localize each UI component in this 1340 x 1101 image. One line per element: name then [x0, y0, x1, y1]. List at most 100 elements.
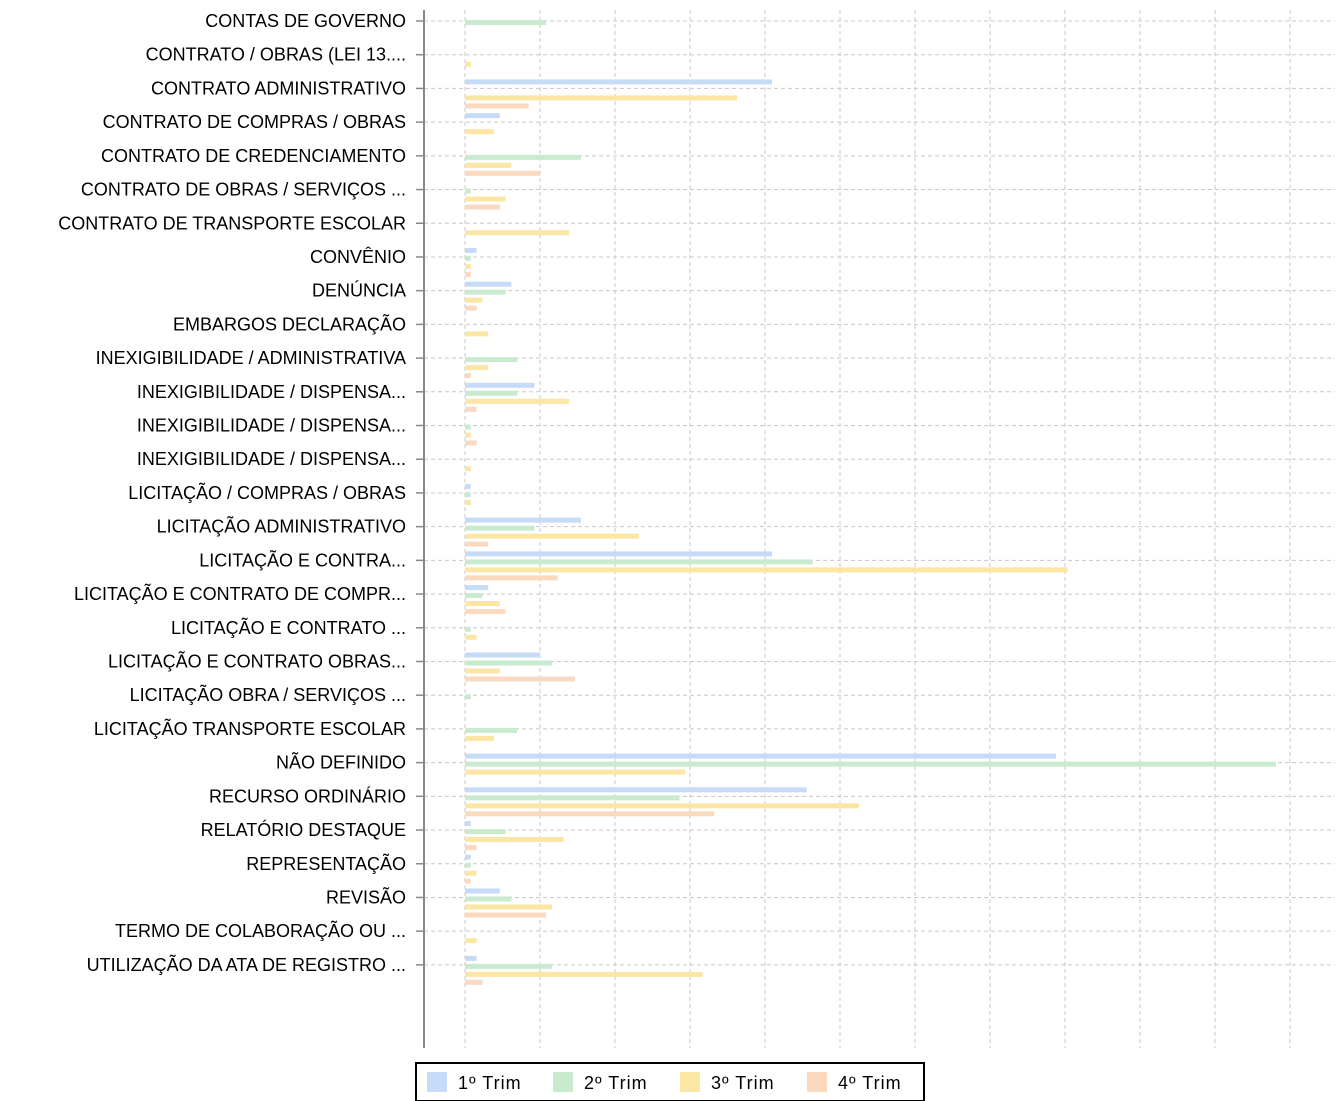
- bar: [465, 829, 506, 835]
- bar: [465, 483, 471, 489]
- bar: [465, 761, 1277, 767]
- bar: [465, 491, 471, 497]
- bar: [465, 541, 489, 547]
- category-label: LICITAÇÃO E CONTRATO OBRAS...: [108, 650, 406, 671]
- category-label: CONVÊNIO: [310, 247, 406, 267]
- category-label: RECURSO ORDINÁRIO: [209, 786, 406, 806]
- bar: [465, 331, 489, 337]
- category-label: INEXIGIBILIDADE / DISPENSA...: [137, 382, 406, 402]
- legend: 1º Trim 2º Trim 3º Trim 4º Trim: [415, 1062, 925, 1101]
- bar: [465, 432, 471, 438]
- category-label: CONTAS DE GOVERNO: [205, 11, 406, 31]
- category-label: REPRESENTAÇÃO: [246, 853, 406, 874]
- grid-lines: [424, 10, 1335, 1048]
- bar: [465, 888, 500, 894]
- category-label: LICITAÇÃO E CONTRA...: [199, 549, 406, 570]
- bar: [465, 255, 471, 261]
- bar: [465, 593, 483, 599]
- bar: [465, 668, 500, 674]
- bar: [465, 862, 471, 868]
- bar: [465, 365, 489, 371]
- bar: [465, 533, 639, 539]
- bar: [465, 424, 471, 430]
- bar: [465, 95, 738, 101]
- bar: [465, 979, 483, 985]
- category-label: EMBARGOS DECLARAÇÃO: [173, 313, 406, 334]
- bar: [465, 551, 773, 557]
- category-label: CONTRATO DE TRANSPORTE ESCOLAR: [58, 213, 406, 233]
- legend-swatch: [680, 1072, 700, 1092]
- bar: [465, 803, 859, 809]
- bar: [465, 559, 813, 565]
- category-label: LICITAÇÃO / COMPRAS / OBRAS: [128, 482, 406, 503]
- bar: [465, 297, 483, 303]
- category-label: CONTRATO ADMINISTRATIVO: [151, 78, 406, 98]
- bar: [465, 811, 715, 817]
- bar: [465, 382, 535, 388]
- bar: [465, 727, 518, 733]
- bar: [465, 289, 506, 295]
- bar: [465, 281, 512, 287]
- category-label: CONTRATO DE OBRAS / SERVIÇOS ...: [81, 180, 406, 200]
- bar: [465, 870, 477, 876]
- bar: [465, 129, 494, 135]
- bar: [465, 626, 471, 632]
- bar: [465, 390, 518, 396]
- bar: [465, 787, 807, 793]
- bar: [465, 154, 581, 160]
- category-label: UTILIZAÇÃO DA ATA DE REGISTRO ...: [87, 954, 406, 975]
- category-label: CONTRATO DE CREDENCIAMENTO: [101, 146, 406, 166]
- bar: [465, 845, 477, 851]
- bar: [465, 162, 512, 168]
- legend-label: 3º Trim: [711, 1073, 775, 1093]
- legend-label: 1º Trim: [458, 1073, 522, 1093]
- bar: [465, 113, 500, 119]
- bar: [465, 204, 500, 210]
- category-label: TERMO DE COLABORAÇÃO OU ...: [115, 920, 406, 941]
- bar: [465, 878, 471, 884]
- bar: [465, 406, 477, 412]
- bar: [465, 753, 1056, 759]
- bar: [465, 247, 477, 253]
- bar: [465, 769, 686, 775]
- bar: [465, 821, 471, 827]
- bar: [465, 634, 477, 640]
- bar: [465, 305, 477, 311]
- category-label: LICITAÇÃO E CONTRATO ...: [171, 617, 406, 638]
- bar: [465, 20, 547, 25]
- bar: [465, 440, 477, 446]
- bar: [465, 896, 512, 902]
- category-label: LICITAÇÃO TRANSPORTE ESCOLAR: [94, 718, 406, 739]
- category-labels: CONTAS DE GOVERNO CONTRATO / OBRAS (LEI 1…: [58, 11, 424, 975]
- bar: [465, 609, 506, 615]
- category-label: INEXIGIBILIDADE / ADMINISTRATIVA: [96, 348, 406, 368]
- category-label: CONTRATO DE COMPRAS / OBRAS: [103, 112, 406, 132]
- legend-swatch: [553, 1072, 573, 1092]
- bar: [465, 904, 552, 910]
- bar: [465, 357, 518, 363]
- bar: [465, 79, 773, 85]
- bar: [465, 938, 477, 944]
- bar: [465, 652, 541, 658]
- category-label: NÃO DEFINIDO: [276, 752, 406, 773]
- bar: [465, 466, 471, 472]
- legend-box: [415, 1062, 925, 1101]
- bar: [465, 263, 471, 269]
- bar: [465, 230, 570, 236]
- bar: [465, 373, 471, 379]
- bar: [465, 103, 529, 109]
- bar: [465, 196, 506, 202]
- bar: [465, 955, 477, 961]
- bar: [465, 517, 581, 523]
- legend-swatch: [427, 1072, 447, 1092]
- bar: [465, 585, 489, 591]
- bar: [465, 398, 570, 404]
- category-label: LICITAÇÃO OBRA / SERVIÇOS ...: [130, 684, 406, 705]
- category-label: INEXIGIBILIDADE / DISPENSA...: [137, 449, 406, 469]
- bar: [465, 499, 471, 505]
- category-label: INEXIGIBILIDADE / DISPENSA...: [137, 416, 406, 436]
- bar: [465, 912, 547, 918]
- category-label: REVISÃO: [326, 886, 406, 907]
- bar: [465, 735, 494, 741]
